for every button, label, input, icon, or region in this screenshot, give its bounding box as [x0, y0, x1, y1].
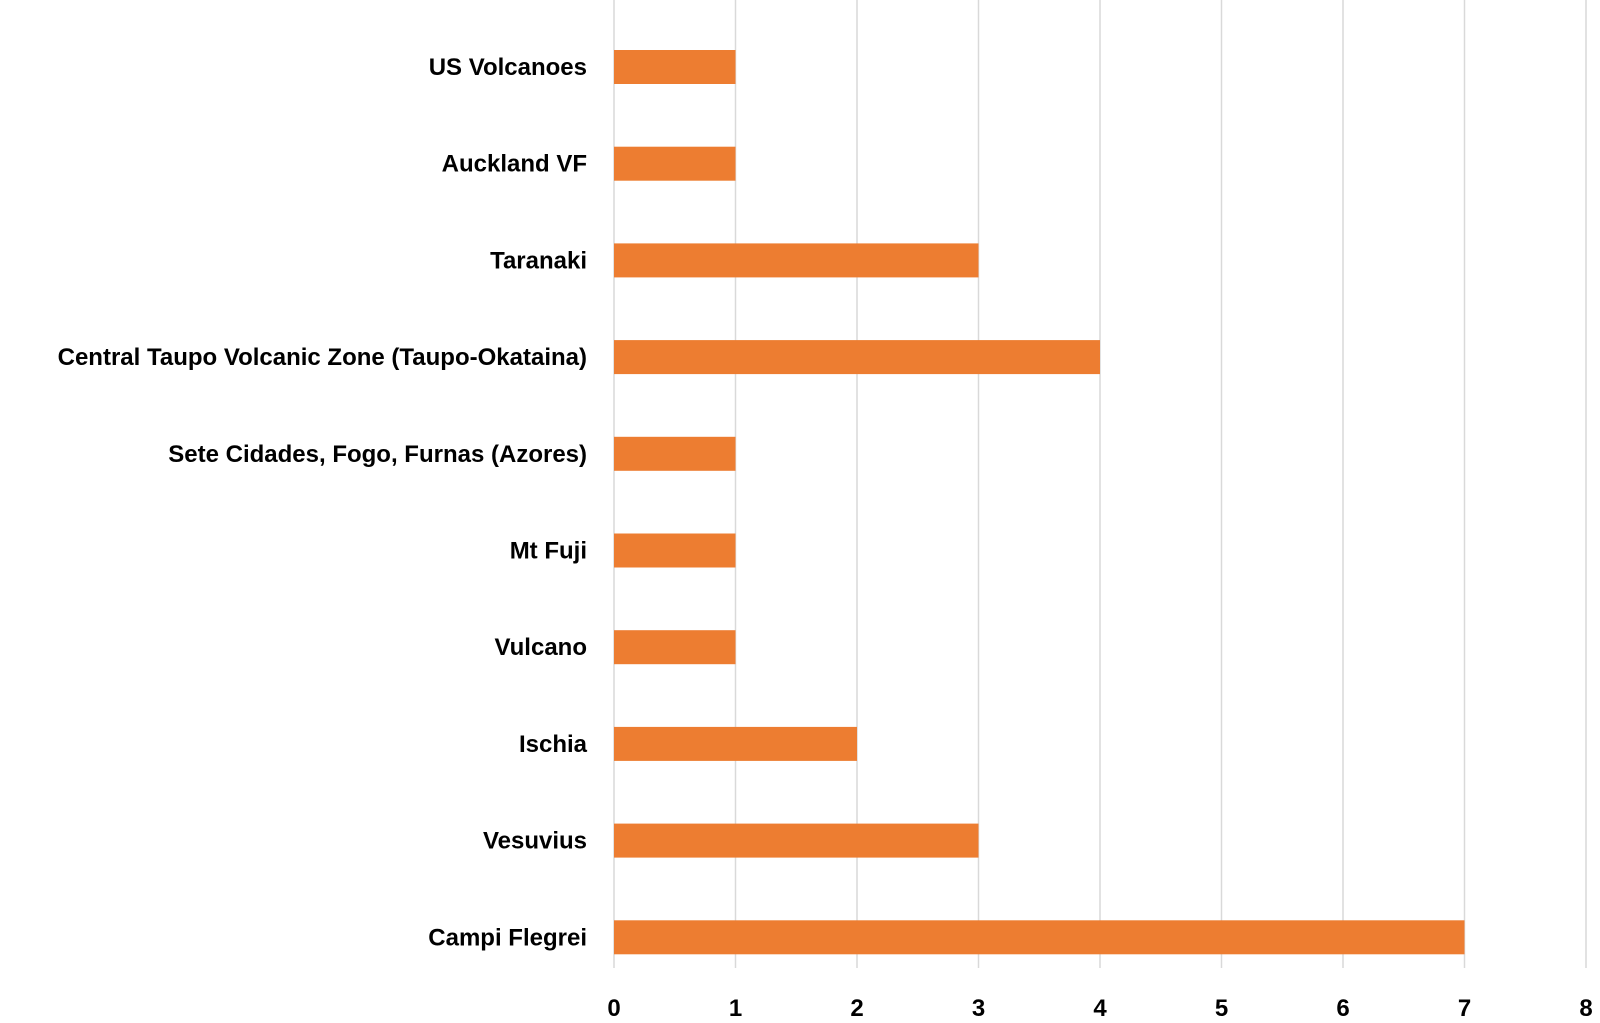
x-tick-label-5: 5: [1215, 995, 1228, 1022]
bar-4: [614, 436, 736, 471]
category-label-8: Vesuvius: [483, 828, 587, 855]
bars: [614, 50, 1465, 955]
bar-5: [614, 533, 736, 568]
bar-0: [614, 50, 736, 84]
category-label-2: Taranaki: [490, 247, 587, 274]
bar-8: [614, 823, 979, 858]
gridlines: [613, 0, 1587, 968]
x-tick-label-0: 0: [607, 995, 620, 1022]
bar-7: [614, 726, 857, 761]
x-axis-tick-labels: 0 1 2 3 4 5 6 7 8: [607, 995, 1592, 1022]
x-tick-label-8: 8: [1579, 995, 1592, 1022]
category-label-0: US Volcanoes: [429, 54, 587, 81]
category-label-6: Vulcano: [495, 634, 587, 661]
x-tick-label-6: 6: [1336, 995, 1349, 1022]
bar-9: [614, 920, 1465, 955]
category-label-3: Central Taupo Volcanic Zone (Taupo-Okata…: [58, 344, 587, 371]
category-label-4: Sete Cidades, Fogo, Furnas (Azores): [168, 441, 587, 468]
x-tick-label-3: 3: [972, 995, 985, 1022]
x-tick-label-2: 2: [850, 995, 863, 1022]
bar-3: [614, 340, 1100, 375]
bar-6: [614, 630, 736, 665]
category-label-5: Mt Fuji: [510, 538, 587, 565]
bar-1: [614, 146, 736, 181]
x-tick-label-4: 4: [1093, 995, 1107, 1022]
bar-2: [614, 243, 979, 278]
x-tick-label-1: 1: [729, 995, 742, 1022]
category-labels: US Volcanoes Auckland VF Taranaki Central T…: [58, 54, 588, 951]
x-tick-label-7: 7: [1458, 995, 1471, 1022]
category-label-1: Auckland VF: [442, 151, 587, 178]
category-label-7: Ischia: [519, 731, 588, 758]
category-label-9: Campi Flegrei: [428, 924, 587, 951]
